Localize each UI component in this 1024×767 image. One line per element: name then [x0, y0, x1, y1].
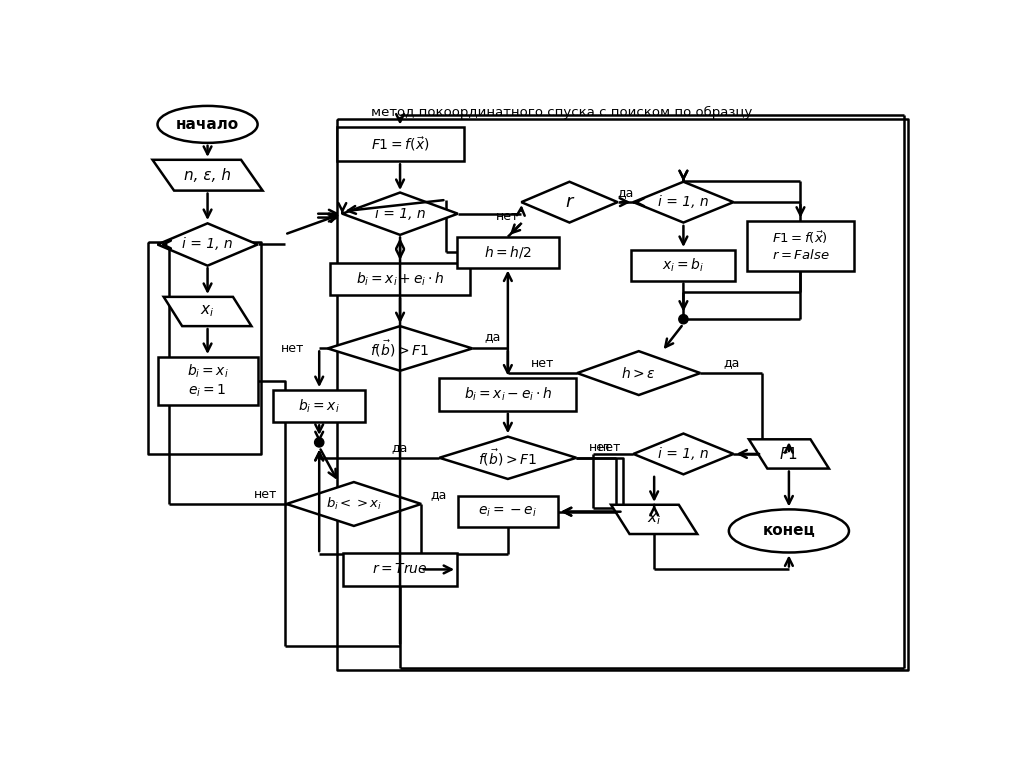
Polygon shape — [158, 223, 258, 265]
Text: $x_i$: $x_i$ — [647, 512, 662, 527]
Text: нет: нет — [281, 342, 304, 355]
Text: да: да — [484, 331, 501, 344]
Text: $F1 = f(\vec{x})$: $F1 = f(\vec{x})$ — [371, 136, 429, 153]
Text: метод покоординатного спуска с поиском по образцу: метод покоординатного спуска с поиском п… — [371, 106, 753, 119]
Text: i = 1, n: i = 1, n — [375, 206, 425, 221]
Text: i = 1, n: i = 1, n — [658, 195, 709, 209]
FancyBboxPatch shape — [158, 357, 258, 405]
Text: да: да — [430, 489, 446, 502]
Text: нет: нет — [589, 441, 612, 454]
Polygon shape — [611, 505, 697, 534]
Polygon shape — [439, 436, 577, 479]
FancyBboxPatch shape — [273, 390, 366, 423]
FancyBboxPatch shape — [439, 378, 577, 411]
Text: да: да — [617, 186, 634, 199]
Circle shape — [314, 438, 324, 447]
Text: нет: нет — [254, 489, 278, 502]
FancyBboxPatch shape — [632, 250, 735, 281]
Polygon shape — [634, 433, 733, 474]
Text: $f(\vec{b}) > F1$: $f(\vec{b}) > F1$ — [371, 338, 430, 359]
Circle shape — [679, 314, 688, 324]
Text: $e_i = -e_i$: $e_i = -e_i$ — [478, 505, 538, 519]
Text: n, ε, h: n, ε, h — [184, 168, 231, 183]
Text: $b_i = x_i - e_i \cdot h$: $b_i = x_i - e_i \cdot h$ — [464, 386, 552, 403]
Text: $b_i = x_i$
$e_i = 1$: $b_i = x_i$ $e_i = 1$ — [186, 363, 228, 399]
Ellipse shape — [158, 106, 258, 143]
Text: нет: нет — [530, 357, 554, 370]
FancyBboxPatch shape — [330, 263, 470, 295]
Polygon shape — [634, 182, 733, 222]
Text: $b_i = x_i$: $b_i = x_i$ — [298, 397, 340, 415]
Text: $F1$: $F1$ — [779, 446, 799, 462]
Text: i = 1, n: i = 1, n — [182, 238, 232, 252]
Text: $r = True$: $r = True$ — [373, 562, 428, 577]
Text: да: да — [723, 357, 739, 370]
Polygon shape — [287, 482, 421, 526]
Text: начало: начало — [176, 117, 240, 132]
FancyBboxPatch shape — [748, 221, 854, 271]
FancyBboxPatch shape — [458, 496, 558, 527]
Text: нет: нет — [598, 441, 622, 454]
Text: $h = h / 2$: $h = h / 2$ — [483, 244, 531, 260]
Text: $f(\vec{b}) > F1$: $f(\vec{b}) > F1$ — [478, 447, 538, 468]
FancyBboxPatch shape — [337, 127, 464, 161]
Text: $b_i = x_i + e_i \cdot h$: $b_i = x_i + e_i \cdot h$ — [355, 271, 444, 288]
FancyBboxPatch shape — [457, 237, 559, 268]
Polygon shape — [328, 326, 472, 370]
Text: $h > \varepsilon$: $h > \varepsilon$ — [622, 366, 656, 380]
Text: да: да — [392, 441, 409, 454]
Ellipse shape — [729, 509, 849, 552]
Text: $b_i <> x_i$: $b_i <> x_i$ — [326, 496, 382, 512]
Polygon shape — [521, 182, 617, 222]
Text: конец: конец — [763, 523, 815, 538]
Polygon shape — [749, 439, 829, 469]
Text: $F1 = f(\vec{x})$
$r = False$: $F1 = f(\vec{x})$ $r = False$ — [772, 230, 829, 262]
Text: нет: нет — [497, 210, 519, 223]
Polygon shape — [153, 160, 262, 191]
Text: $x_i$: $x_i$ — [201, 304, 215, 319]
Polygon shape — [578, 351, 700, 395]
FancyBboxPatch shape — [343, 553, 457, 586]
Text: $x_i = b_i$: $x_i = b_i$ — [663, 257, 705, 274]
Text: i = 1, n: i = 1, n — [658, 447, 709, 461]
Polygon shape — [342, 193, 458, 235]
Polygon shape — [164, 297, 252, 326]
Text: r: r — [566, 193, 573, 211]
